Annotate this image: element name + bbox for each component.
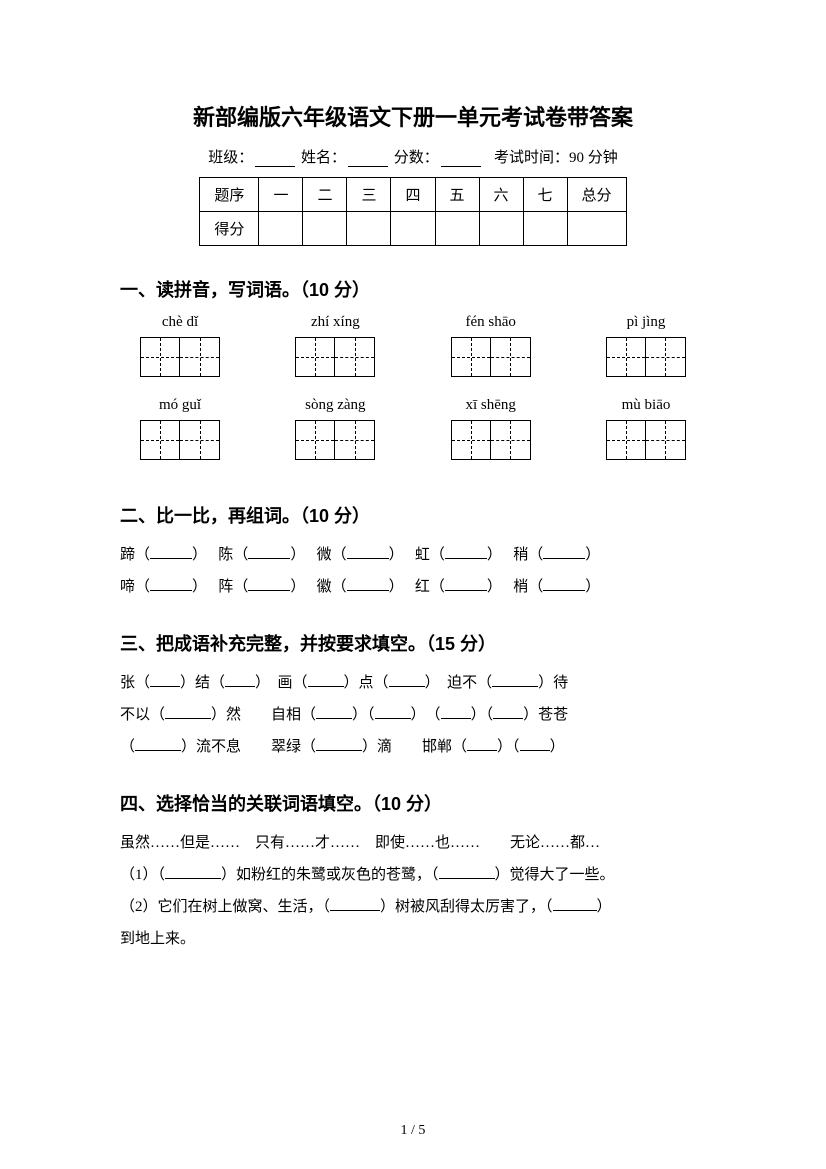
pinyin: pì jìng <box>586 314 706 331</box>
pinyin: chè dǐ <box>120 314 240 331</box>
blank[interactable] <box>439 864 495 879</box>
blank[interactable] <box>553 896 597 911</box>
section1-heading: 一、读拼音，写词语。（10 分） <box>120 276 706 302</box>
score-cell[interactable] <box>479 212 523 246</box>
blank[interactable] <box>543 576 585 591</box>
blank[interactable] <box>441 704 471 719</box>
compare-line-2: 啼（） 阵（） 徽（） 红（） 梢（） <box>120 572 706 602</box>
tianzi-box[interactable] <box>451 337 531 377</box>
blank[interactable] <box>308 672 344 687</box>
tianzi-box[interactable] <box>606 337 686 377</box>
exam-time: 考试时间：90 分钟 <box>494 150 618 166</box>
idiom-line-3: （）流不息 翠绿（）滴 邯郸（）（） <box>120 732 706 762</box>
blank[interactable] <box>150 576 192 591</box>
tianzi-box[interactable] <box>140 420 220 460</box>
th-4: 四 <box>391 178 435 212</box>
document-title: 新部编版六年级语文下册一单元考试卷带答案 <box>120 100 706 132</box>
score-label: 分数： <box>394 150 439 166</box>
score-cell[interactable] <box>567 212 626 246</box>
th-5: 五 <box>435 178 479 212</box>
table-score-row: 得分 <box>200 212 626 246</box>
blank[interactable] <box>150 544 192 559</box>
pinyin: zhí xíng <box>275 314 395 331</box>
blank[interactable] <box>467 736 497 751</box>
pinyin: fén shāo <box>431 314 551 331</box>
q4-2a: （2）它们在树上做窝、生活，（）树被风刮得太厉害了，（） <box>120 892 706 922</box>
blank[interactable] <box>492 672 538 687</box>
pinyin: xī shēng <box>431 397 551 414</box>
page-number: 1 / 5 <box>0 1123 826 1139</box>
name-label: 姓名： <box>301 150 346 166</box>
score-cell[interactable] <box>303 212 347 246</box>
blank[interactable] <box>543 544 585 559</box>
blank[interactable] <box>225 672 255 687</box>
idiom-line-2: 不以（）然 自相（）（） （）（）苍苍 <box>120 700 706 730</box>
pinyin: mù biāo <box>586 397 706 414</box>
th-6: 六 <box>479 178 523 212</box>
name-blank[interactable] <box>348 151 388 167</box>
blank[interactable] <box>165 704 211 719</box>
blank[interactable] <box>445 576 487 591</box>
section3-heading: 三、把成语补充完整，并按要求填空。（15 分） <box>120 630 706 656</box>
score-blank[interactable] <box>441 151 481 167</box>
class-blank[interactable] <box>255 151 295 167</box>
th-0: 题序 <box>200 178 259 212</box>
blank[interactable] <box>150 672 180 687</box>
score-cell[interactable] <box>391 212 435 246</box>
idiom-line-1: 张（）结（） 画（）点（） 迫不（）待 <box>120 668 706 698</box>
score-cell[interactable] <box>347 212 391 246</box>
blank[interactable] <box>347 544 389 559</box>
pinyin: mó guǐ <box>120 397 240 414</box>
q4-2b: 到地上来。 <box>120 924 706 954</box>
section4-heading: 四、选择恰当的关联词语填空。（10 分） <box>120 790 706 816</box>
compare-line-1: 蹄（） 陈（） 微（） 虹（） 稍（） <box>120 540 706 570</box>
tianzi-box[interactable] <box>295 420 375 460</box>
th-3: 三 <box>347 178 391 212</box>
conjunction-options: 虽然……但是…… 只有……才…… 即使……也…… 无论……都… <box>120 828 706 858</box>
pinyin-row-1: chè dǐ zhí xíng fén shāo pì jìng <box>120 314 706 391</box>
section2-heading: 二、比一比，再组词。（10 分） <box>120 502 706 528</box>
blank[interactable] <box>316 736 362 751</box>
blank[interactable] <box>520 736 550 751</box>
th-1: 一 <box>259 178 303 212</box>
blank[interactable] <box>389 672 425 687</box>
table-header-row: 题序 一 二 三 四 五 六 七 总分 <box>200 178 626 212</box>
class-label: 班级： <box>208 150 253 166</box>
th-8: 总分 <box>567 178 626 212</box>
row-label: 得分 <box>200 212 259 246</box>
score-cell[interactable] <box>259 212 303 246</box>
pinyin: sòng zàng <box>275 397 395 414</box>
blank[interactable] <box>248 576 290 591</box>
th-7: 七 <box>523 178 567 212</box>
blank[interactable] <box>493 704 523 719</box>
tianzi-box[interactable] <box>295 337 375 377</box>
score-cell[interactable] <box>523 212 567 246</box>
tianzi-box[interactable] <box>606 420 686 460</box>
blank[interactable] <box>375 704 411 719</box>
blank[interactable] <box>316 704 352 719</box>
blank[interactable] <box>248 544 290 559</box>
blank[interactable] <box>165 864 221 879</box>
blank[interactable] <box>445 544 487 559</box>
blank[interactable] <box>135 736 181 751</box>
tianzi-box[interactable] <box>451 420 531 460</box>
tianzi-box[interactable] <box>140 337 220 377</box>
th-2: 二 <box>303 178 347 212</box>
q4-1: （1）（）如粉红的朱鹭或灰色的苍鹭，（）觉得大了一些。 <box>120 860 706 890</box>
info-line: 班级： 姓名： 分数： 考试时间：90 分钟 <box>120 146 706 167</box>
blank[interactable] <box>330 896 380 911</box>
pinyin-row-2: mó guǐ sòng zàng xī shēng mù biāo <box>120 397 706 474</box>
blank[interactable] <box>347 576 389 591</box>
score-table: 题序 一 二 三 四 五 六 七 总分 得分 <box>199 177 626 246</box>
score-cell[interactable] <box>435 212 479 246</box>
